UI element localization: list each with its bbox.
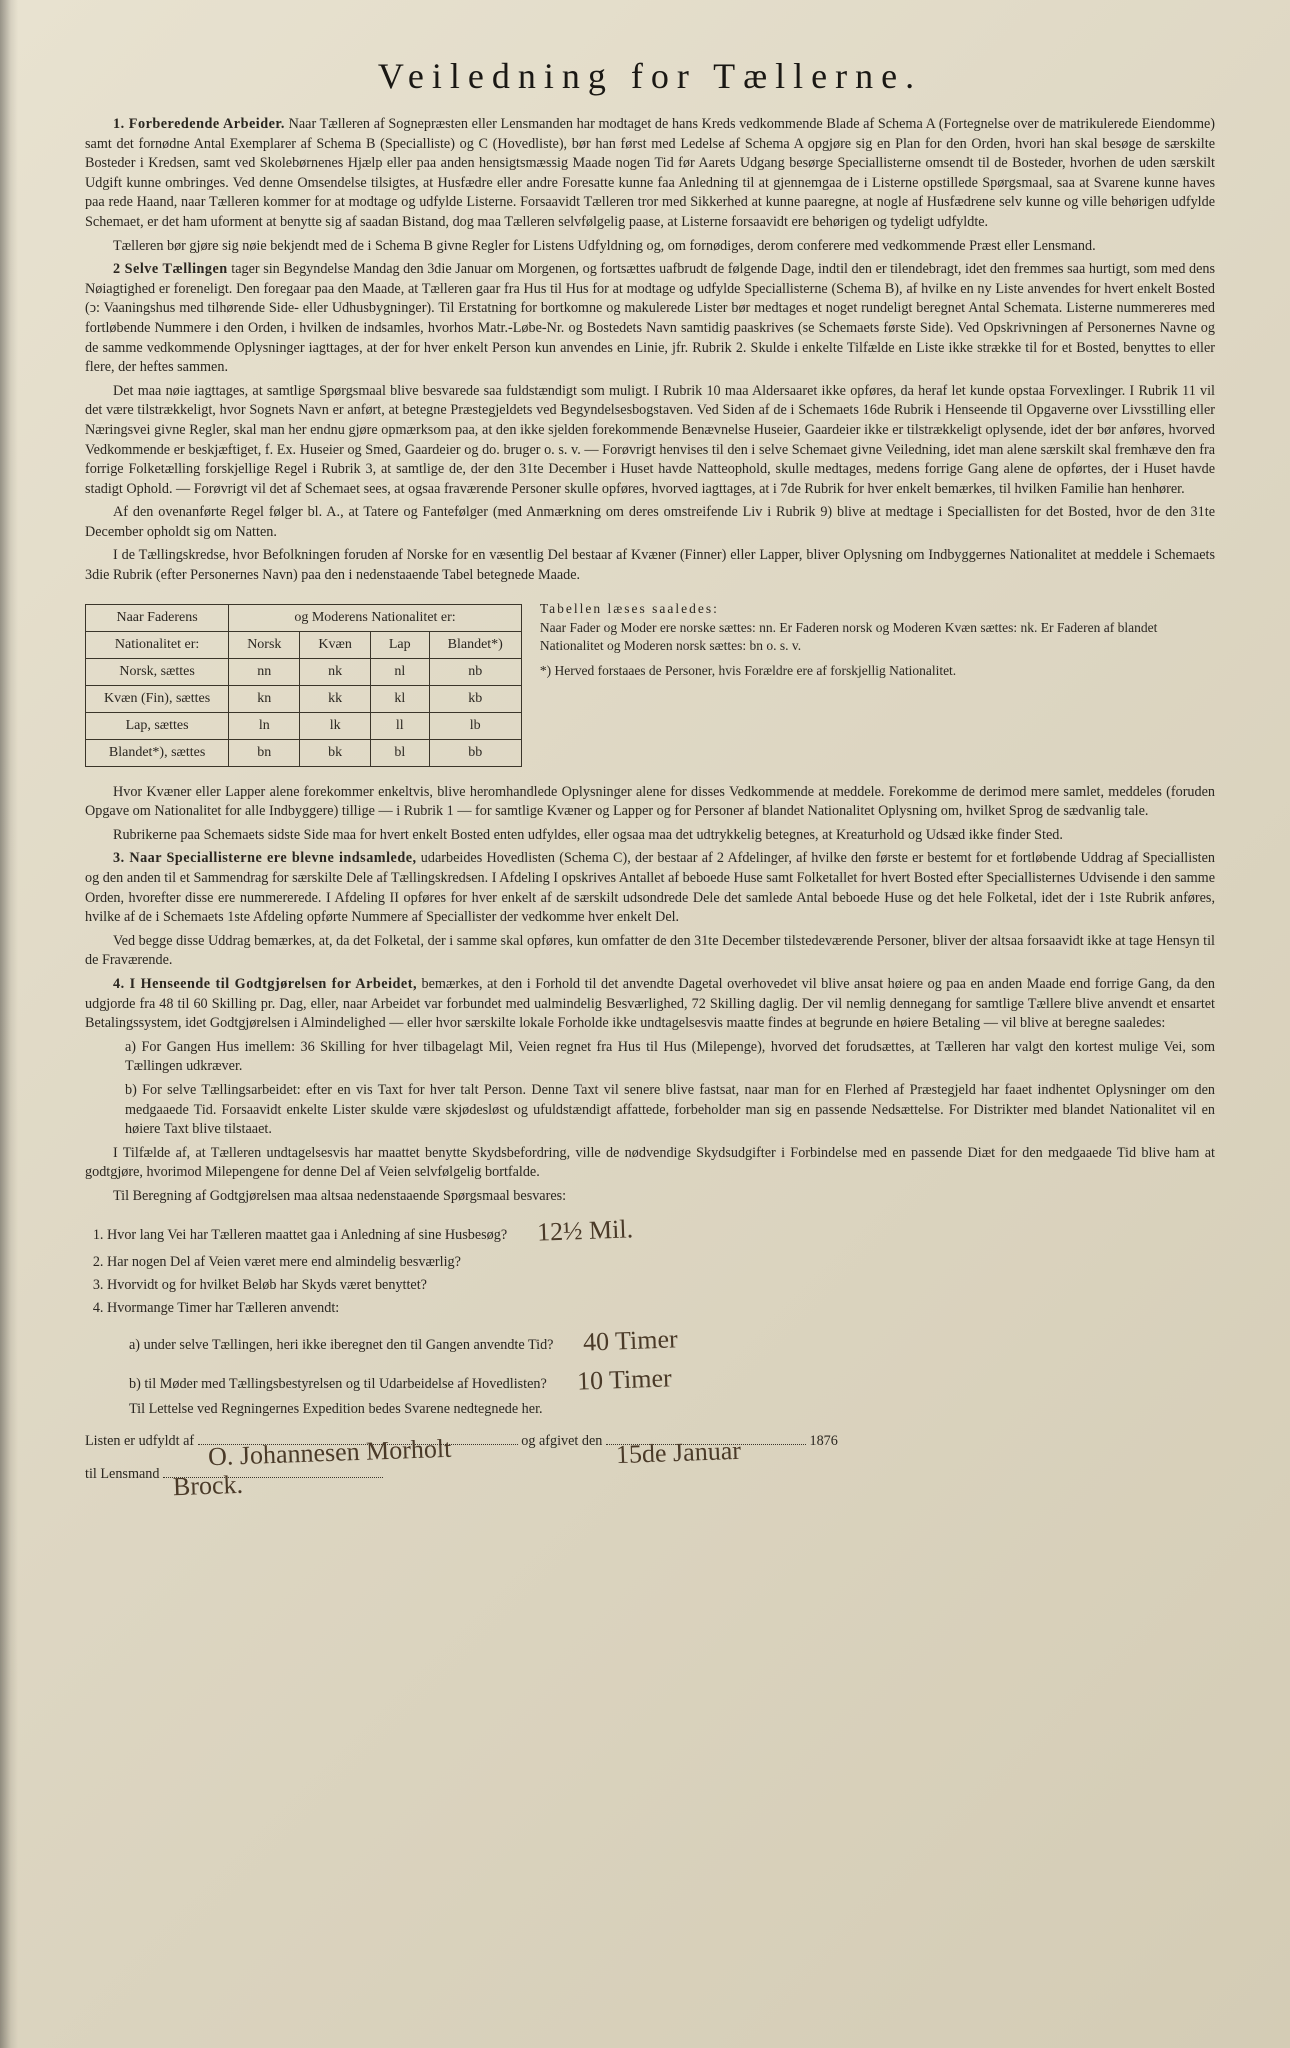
- section-4: 4. I Henseende til Godtgjørelsen for Arb…: [85, 975, 1215, 1034]
- cell: nb: [429, 658, 521, 685]
- cell: nl: [370, 658, 429, 685]
- answer-lensmand: Brock.: [172, 1462, 244, 1511]
- question-4-note: Til Lettelse ved Regningernes Expedition…: [129, 1399, 1215, 1420]
- section-3-p2: Ved begge disse Uddrag bemærkes, at, da …: [85, 932, 1215, 971]
- question-2: Har nogen Del af Veien været mere end al…: [107, 1252, 1215, 1273]
- section-4-a: a) For Gangen Hus imellem: 36 Skilling f…: [125, 1038, 1215, 1077]
- table-row: Lap, sættes ln lk ll lb: [86, 712, 522, 739]
- cell: nk: [300, 658, 370, 685]
- section-2: 2 Selve Tællingen tager sin Begyndelse M…: [85, 260, 1215, 378]
- section-2-p4: I de Tællingskredse, hvor Befolkningen f…: [85, 546, 1215, 585]
- cell: ln: [229, 712, 300, 739]
- cell: ll: [370, 712, 429, 739]
- question-4: Hvormange Timer har Tælleren anvendt:: [107, 1298, 1215, 1319]
- th-c1: Kvæn: [300, 631, 370, 658]
- section-2-p3: Af den ovenanførte Regel følger bl. A., …: [85, 503, 1215, 542]
- cell: nn: [229, 658, 300, 685]
- question-3: Hvorvidt og for hvilket Beløb har Skyds …: [107, 1275, 1215, 1296]
- section-4-head: 4. I Henseende til Godtgjørelsen for Arb…: [113, 976, 417, 992]
- th-c2: Lap: [370, 631, 429, 658]
- q4b-text: b) til Møder med Tællingsbestyrelsen og …: [129, 1374, 547, 1395]
- section-1-body: Naar Tælleren af Sognepræsten eller Lens…: [85, 116, 1215, 230]
- cell: kk: [300, 685, 370, 712]
- cell: kl: [370, 685, 429, 712]
- answer-miles: 12½ Mil.: [537, 1209, 634, 1251]
- post-table-p2: Rubrikerne paa Schemaets sidste Side maa…: [85, 826, 1215, 846]
- cell: kn: [229, 685, 300, 712]
- table-note: Tabellen læses saaledes: Naar Fader og M…: [540, 594, 1215, 682]
- footer-line-2: til Lensmand Brock.: [85, 1462, 1215, 1488]
- table-row: Kvæn (Fin), sættes kn kk kl kb: [86, 685, 522, 712]
- section-1-p2: Tælleren bør gjøre sig nøie bekjendt med…: [85, 237, 1215, 257]
- section-2-head: 2 Selve Tællingen: [113, 261, 228, 277]
- footer-label-date: og afgivet den: [521, 1433, 602, 1449]
- section-1: 1. Forberedende Arbeider. Naar Tælleren …: [85, 115, 1215, 233]
- cell: bk: [300, 739, 370, 766]
- question-4b: b) til Møder med Tællingsbestyrelsen og …: [129, 1360, 1215, 1399]
- section-1-head: 1. Forberedende Arbeider.: [113, 116, 285, 132]
- answer-hours-a: 40 Timer: [583, 1320, 679, 1362]
- cell: lk: [300, 712, 370, 739]
- section-4-p2: I Tilfælde af, at Tælleren undtagelsesvi…: [85, 1144, 1215, 1183]
- cell: bl: [370, 739, 429, 766]
- post-table-p1: Hvor Kvæner eller Lapper alene forekomme…: [85, 783, 1215, 822]
- section-2-body: tager sin Begyndelse Mandag den 3die Jan…: [85, 261, 1215, 375]
- cell: bb: [429, 739, 521, 766]
- row-label: Kvæn (Fin), sættes: [86, 685, 229, 712]
- section-3: 3. Naar Speciallisterne ere blevne indsa…: [85, 849, 1215, 927]
- question-1: Hvor lang Vei har Tælleren maattet gaa i…: [107, 1211, 1215, 1250]
- page-title: Veiledning for Tællerne.: [85, 55, 1215, 97]
- th-nat: Nationalitet er:: [86, 631, 229, 658]
- row-label: Lap, sættes: [86, 712, 229, 739]
- th-faderens: Naar Faderens: [86, 604, 229, 631]
- q4a-text: a) under selve Tællingen, heri ikke iber…: [129, 1335, 553, 1356]
- nationality-table: Naar Faderens og Moderens Nationalitet e…: [85, 604, 522, 767]
- nationality-table-wrap: Naar Faderens og Moderens Nationalitet e…: [85, 594, 1215, 775]
- row-label: Blandet*), sættes: [86, 739, 229, 766]
- table-note-p1: Naar Fader og Moder ere norske sættes: n…: [540, 619, 1215, 657]
- footer-line-1: Listen er udfyldt af O. Johannesen Morho…: [85, 1429, 1215, 1455]
- table-note-head: Tabellen læses saaledes:: [540, 600, 1215, 619]
- question-list: Hvor lang Vei har Tælleren maattet gaa i…: [107, 1211, 1215, 1320]
- section-4-b: b) For selve Tællingsarbeidet: efter en …: [125, 1081, 1215, 1140]
- footer-year: 1876: [809, 1433, 837, 1449]
- cell: lb: [429, 712, 521, 739]
- footer-label-lensmand: til Lensmand: [85, 1466, 159, 1482]
- th-c3: Blandet*): [429, 631, 521, 658]
- section-4-p3: Til Beregning af Godtgjørelsen maa altsa…: [85, 1187, 1215, 1207]
- row-label: Norsk, sættes: [86, 658, 229, 685]
- cell: bn: [229, 739, 300, 766]
- table-row: Norsk, sættes nn nk nl nb: [86, 658, 522, 685]
- cell: kb: [429, 685, 521, 712]
- document-page: Veiledning for Tællerne. 1. Forberedende…: [0, 0, 1290, 2048]
- section-3-head: 3. Naar Speciallisterne ere blevne indsa…: [113, 850, 417, 866]
- footer-label-filled-by: Listen er udfyldt af: [85, 1433, 194, 1449]
- table-row: Blandet*), sættes bn bk bl bb: [86, 739, 522, 766]
- th-moderens: og Moderens Nationalitet er:: [229, 604, 522, 631]
- section-2-p2: Det maa nøie iagttages, at samtlige Spør…: [85, 382, 1215, 500]
- table-note-p2: *) Herved forstaaes de Personer, hvis Fo…: [540, 662, 1215, 681]
- th-c0: Norsk: [229, 631, 300, 658]
- question-4a: a) under selve Tællingen, heri ikke iber…: [129, 1321, 1215, 1360]
- q1-text: Hvor lang Vei har Tælleren maattet gaa i…: [107, 1225, 507, 1246]
- answer-hours-b: 10 Timer: [576, 1359, 672, 1401]
